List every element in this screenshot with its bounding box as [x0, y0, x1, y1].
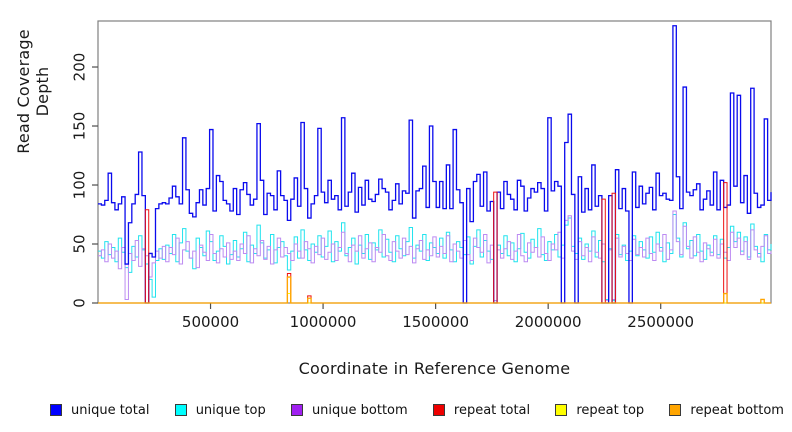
legend-label: unique bottom [311, 402, 408, 418]
series-unique-total [98, 25, 772, 304]
legend-label: repeat top [576, 402, 645, 418]
legend-label: repeat bottom [690, 402, 784, 418]
y-tick-label: 200 [71, 53, 89, 82]
legend-label: unique total [71, 402, 150, 418]
repeat-total-swatch-icon [432, 404, 445, 416]
unique-total-swatch-icon [50, 404, 62, 416]
y-tick-label: 50 [71, 234, 89, 253]
plot-box [97, 20, 772, 304]
y-axis-title: Read Coverage Depth [14, 29, 52, 154]
legend-item: repeat total [432, 402, 531, 418]
legend-item: repeat top [555, 403, 644, 418]
legend: unique total unique top unique bottom re… [50, 399, 784, 421]
series-unique-bottom [98, 210, 772, 302]
repeat-top-swatch-icon [555, 404, 568, 416]
legend-item: unique top [174, 402, 266, 418]
series-repeat-bottom [98, 276, 771, 304]
legend-label: unique top [195, 402, 266, 418]
series-repeat-top [98, 293, 771, 304]
y-tick-label: 100 [71, 171, 89, 200]
x-tick-label: 1500000 [402, 313, 469, 331]
unique-top-swatch-icon [174, 404, 187, 416]
legend-item: repeat bottom [669, 403, 784, 418]
x-tick-label: 500000 [182, 313, 239, 331]
series-unique-top [98, 214, 772, 302]
legend-item: unique bottom [290, 402, 408, 418]
x-tick-label: 2500000 [627, 313, 694, 331]
y-tick-label: 0 [71, 298, 89, 308]
x-axis-title: Coordinate in Reference Genome [298, 359, 571, 378]
legend-item: unique total [50, 403, 149, 418]
x-tick-label: 1000000 [290, 313, 357, 331]
legend-label: repeat total [453, 402, 531, 418]
unique-bottom-swatch-icon [290, 404, 303, 416]
x-tick-label: 2000000 [515, 313, 582, 331]
plot-svg: 0 50 100 150 200 500000 1000000 1500000 2000000 2… [71, 20, 772, 331]
repeat-bottom-swatch-icon [669, 404, 682, 416]
y-tick-label: 150 [71, 112, 89, 141]
